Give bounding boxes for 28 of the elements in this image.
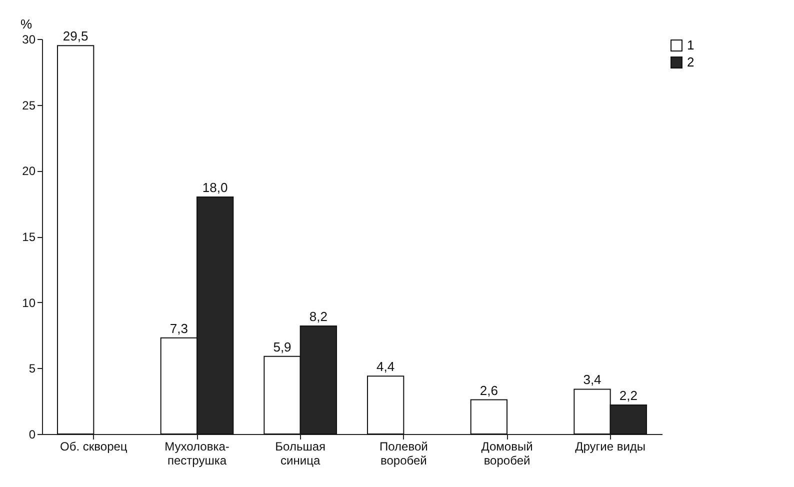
x-tick-label: Другие виды (575, 440, 646, 454)
bar (367, 376, 404, 434)
bar (57, 45, 94, 434)
data-label: 2,2 (619, 388, 638, 404)
data-label: 2,6 (480, 382, 498, 398)
y-tick-label: 20 (22, 164, 36, 178)
data-label: 4,4 (376, 359, 395, 374)
x-tick-label: Большая синица (275, 440, 326, 468)
y-tick-label: 30 (22, 32, 36, 46)
y-tick-label: 25 (22, 98, 36, 112)
x-tick-label: Домовый воробей (481, 440, 533, 468)
data-label: 8,2 (309, 309, 328, 324)
data-label: 5,9 (273, 339, 292, 354)
data-label: 7,3 (170, 320, 188, 336)
y-tick-label: 0 (28, 428, 36, 442)
y-tick-label: 15 (22, 230, 36, 244)
y-tick-label: 5 (28, 362, 36, 376)
legend-label: 2 (687, 54, 694, 70)
legend-label: 1 (687, 38, 694, 52)
x-tick-label: Мухоловка-пеструшка (164, 440, 230, 468)
bar (470, 399, 508, 434)
data-label: 3,4 (583, 372, 602, 388)
y-tick-label: 10 (22, 296, 36, 310)
y-axis-title: % (20, 16, 32, 32)
data-label: 18,0 (202, 180, 228, 195)
x-tick-label: Об. скворец (60, 440, 128, 454)
x-tick-label: Полевой воробей (380, 440, 428, 468)
data-label: 29,5 (62, 28, 88, 44)
